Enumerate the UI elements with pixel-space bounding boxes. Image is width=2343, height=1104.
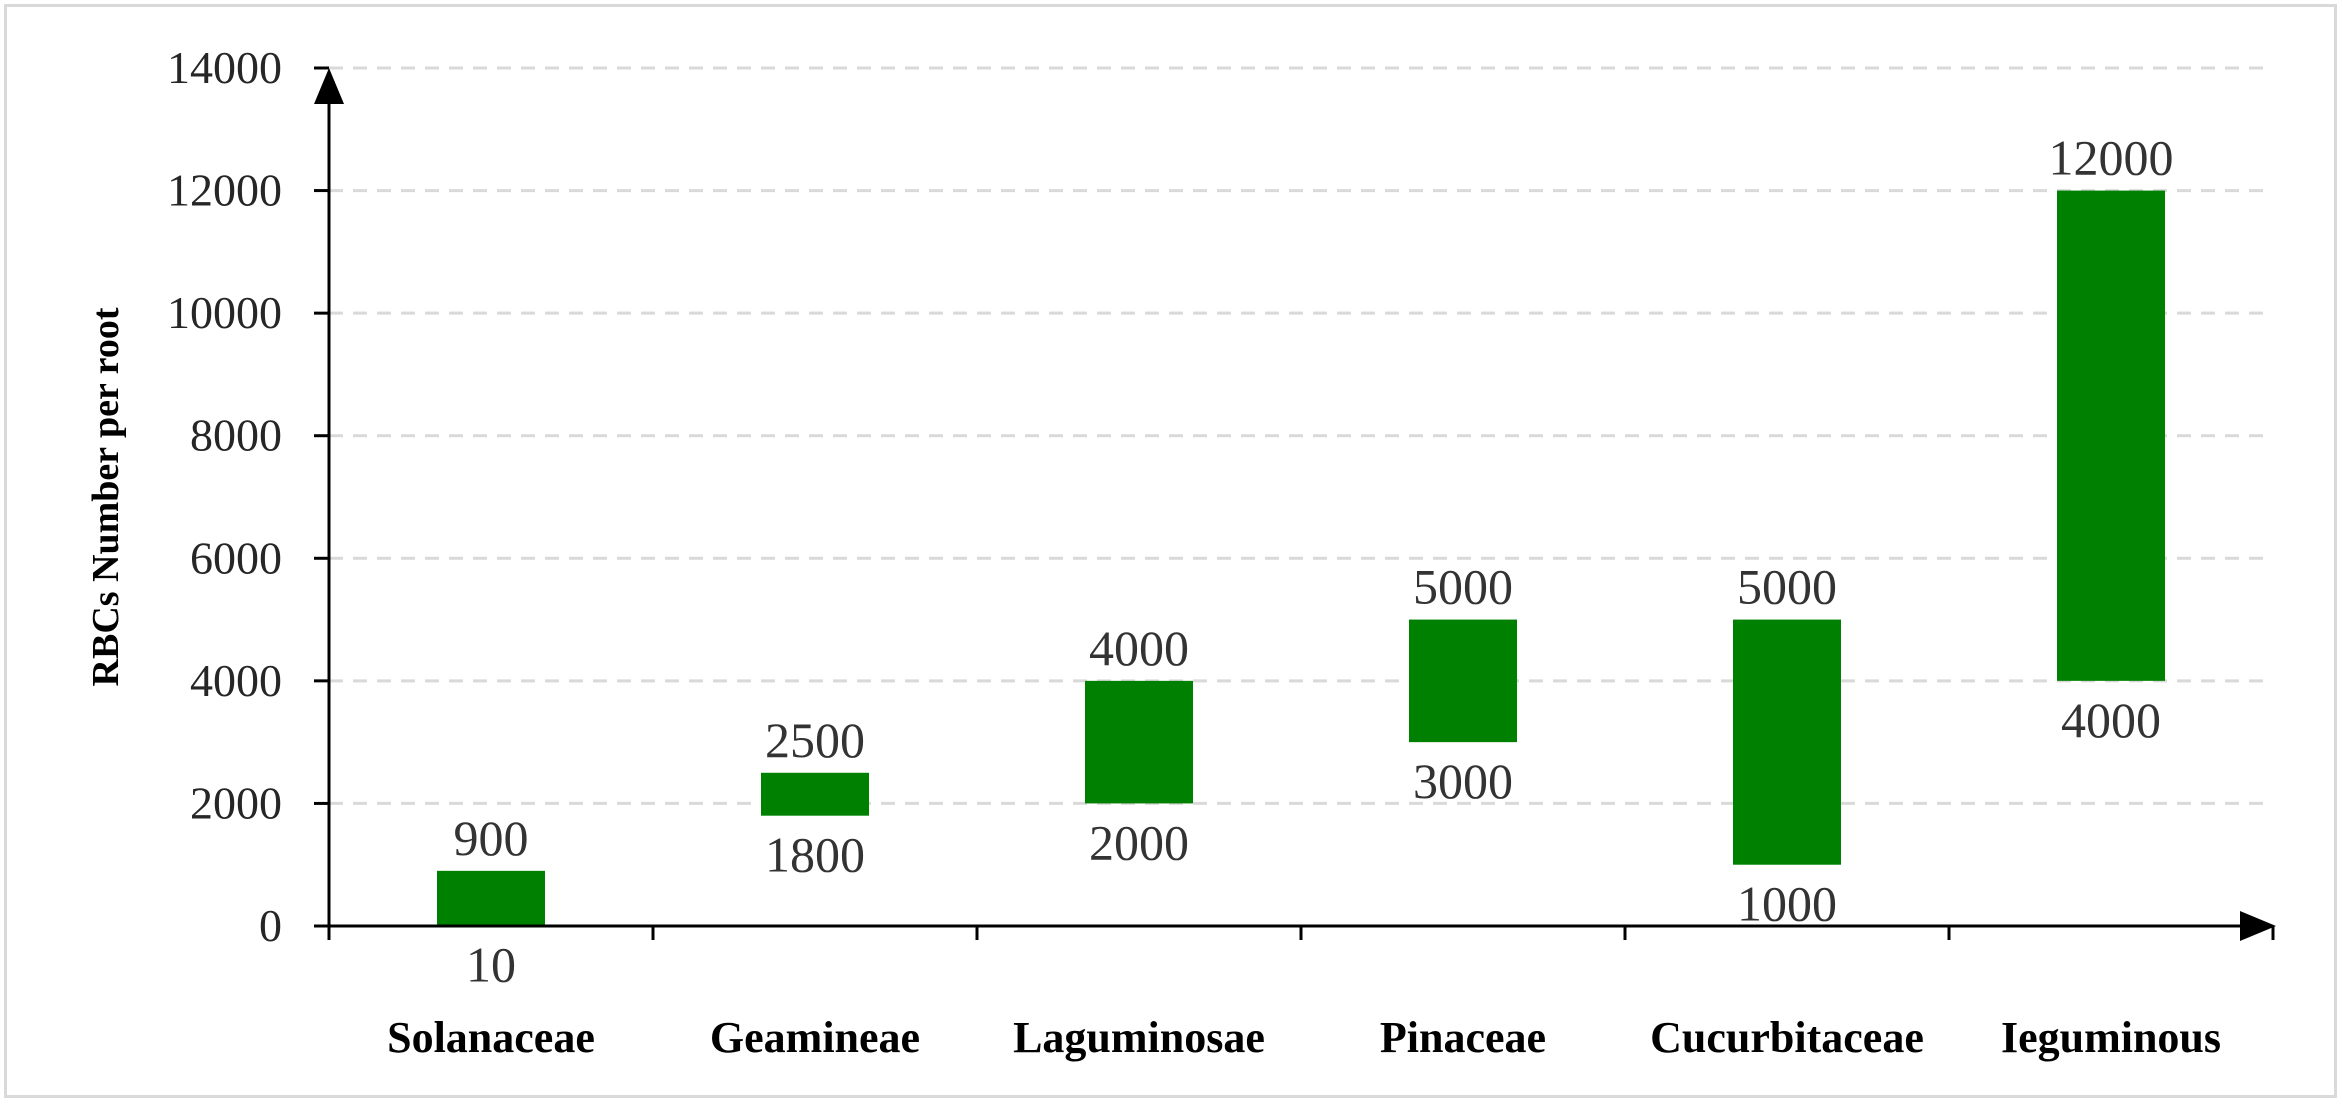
- data-labels: 900 10 2500 1800 4000 2000 5000 3000 5000 1000 120…: [454, 130, 2174, 993]
- low-value-label: 1800: [765, 827, 865, 883]
- high-value-label: 4000: [1089, 620, 1189, 676]
- range-bar-cucurbitaceae: [1733, 619, 1841, 865]
- low-value-label: 2000: [1089, 814, 1189, 870]
- range-bar-geamineae: [761, 772, 869, 816]
- low-value-label: 3000: [1413, 753, 1513, 809]
- axes: [314, 68, 2276, 941]
- chart-frame: [4, 4, 2337, 1098]
- range-bar-laguminosae: [1085, 680, 1193, 804]
- high-value-label: 900: [454, 810, 529, 866]
- y-tick-label-6000: 6000: [190, 532, 282, 583]
- category-label-solanaceae: Solanaceae: [387, 1013, 595, 1062]
- high-value-label: 5000: [1413, 559, 1513, 615]
- gridlines: [329, 66, 2273, 805]
- x-axis-arrow: [2240, 911, 2276, 941]
- y-tick-label-10000: 10000: [167, 287, 282, 338]
- category-label-cucurbitaceae: Cucurbitaceae: [1650, 1013, 1924, 1062]
- category-label-ieguminous: Ieguminous: [2001, 1013, 2221, 1062]
- low-value-label: 10: [466, 936, 516, 992]
- category-label-laguminosae: Laguminosae: [1013, 1013, 1265, 1062]
- x-tick-marks: [327, 926, 2275, 940]
- y-tick-label-0: 0: [259, 900, 282, 951]
- y-tick-label-2000: 2000: [190, 777, 282, 828]
- category-labels: Solanaceae Geamineae Laguminosae Pinaceae Cu…: [387, 1013, 2221, 1062]
- high-value-label: 5000: [1737, 559, 1837, 615]
- category-label-geamineae: Geamineae: [710, 1013, 920, 1062]
- y-axis-label: RBCs Number per root: [85, 307, 127, 686]
- high-value-label: 12000: [2049, 130, 2174, 186]
- y-axis-arrow: [314, 68, 344, 104]
- y-tick-label-8000: 8000: [190, 410, 282, 461]
- y-tick-labels: 0 2000 4000 6000 8000 10000 12000 14000: [167, 42, 329, 951]
- range-bar-pinaceae: [1409, 619, 1517, 743]
- y-tick-label-12000: 12000: [167, 165, 282, 216]
- category-label-pinaceae: Pinaceae: [1380, 1013, 1546, 1062]
- range-bar-ieguminous: [2057, 190, 2165, 681]
- low-value-label: 4000: [2061, 692, 2161, 748]
- y-tick-label-4000: 4000: [190, 655, 282, 706]
- high-value-label: 2500: [765, 712, 865, 768]
- low-value-label: 1000: [1737, 876, 1837, 932]
- range-bar-solanaceae: [437, 870, 545, 926]
- y-tick-label-14000: 14000: [167, 42, 282, 93]
- bars: [437, 190, 2165, 926]
